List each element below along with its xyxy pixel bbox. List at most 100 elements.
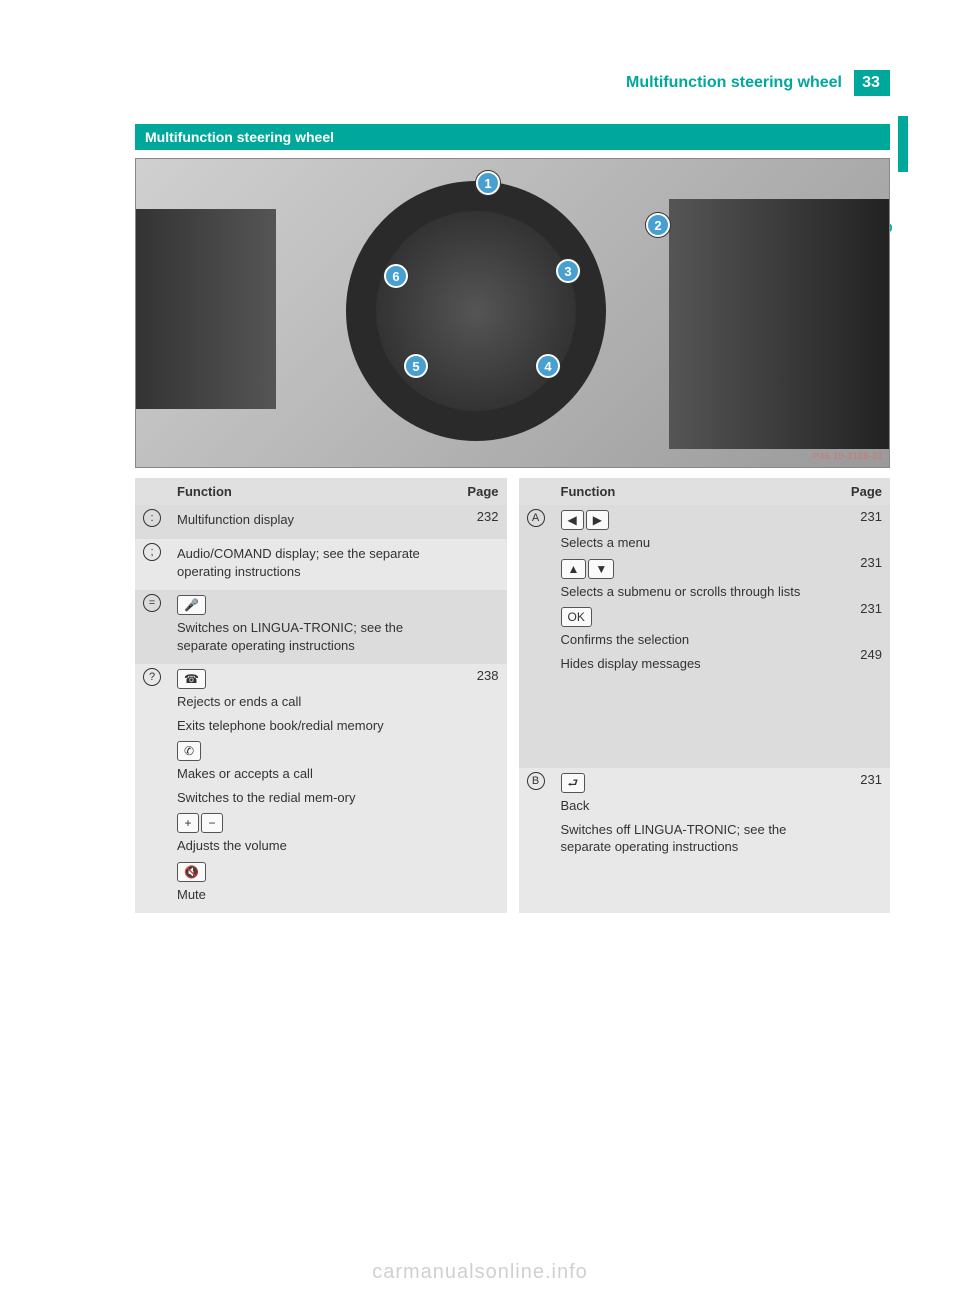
table-row: ? ☎ Rejects or ends a call Exits telephone …	[135, 664, 507, 913]
circled-index: ;	[143, 543, 161, 561]
function-description: Rejects or ends a call	[177, 693, 444, 711]
function-description: Adjusts the volume	[177, 837, 444, 855]
row-index: =	[135, 590, 169, 664]
function-description: Switches to the redial mem-ory	[177, 789, 444, 807]
function-description: Selects a menu	[561, 534, 828, 552]
table-row: : Multifunction display 232	[135, 505, 507, 539]
page-container: Multifunction steering wheel 33 At a gla…	[0, 0, 960, 1302]
button-key-icon: ▶	[586, 510, 609, 530]
page-ref	[460, 858, 499, 898]
function-item: OK Confirms the selection	[561, 606, 828, 649]
page-ref	[460, 714, 499, 734]
dashboard-right-panel	[669, 199, 889, 449]
table-row: A ◀▶ Selects a menu ▲▼Selects a submenu or …	[519, 505, 891, 768]
row-page: 238	[452, 664, 507, 913]
button-key-icon: ◀	[561, 510, 584, 530]
row-function: 🎤Switches on LINGUA-TRONIC; see the sepa…	[169, 590, 452, 664]
page-number: 33	[854, 70, 890, 96]
function-item: ☎ Rejects or ends a call	[177, 668, 444, 711]
page-ref	[460, 740, 499, 780]
row-index: A	[519, 505, 553, 768]
callout-3: 3	[556, 259, 580, 283]
function-item: Switches off LINGUA-TRONIC; see the sepa…	[561, 821, 828, 856]
row-index: :	[135, 505, 169, 539]
image-caption: P46.10-3188-31	[813, 451, 883, 461]
function-item: ◀▶ Selects a menu	[561, 509, 828, 552]
function-item: Audio/COMAND display; see the separate o…	[177, 545, 444, 580]
page-ref: 249	[843, 647, 882, 667]
row-page	[452, 539, 507, 590]
function-description: Mute	[177, 886, 444, 904]
row-function: ⮐ Back Switches off LINGUA-TRONIC; see the…	[553, 768, 836, 913]
section-title-bar: Multifunction steering wheel	[135, 124, 890, 150]
function-description: Multifunction display	[177, 511, 444, 529]
button-key-icon: +	[177, 813, 199, 833]
button-key-icon: −	[201, 813, 223, 833]
function-table-left: Function Page :Multifunction display232;…	[135, 478, 507, 913]
table-row: ; Audio/COMAND display; see the separate …	[135, 539, 507, 590]
function-description: Audio/COMAND display; see the separate o…	[177, 545, 444, 580]
button-key-icon: OK	[561, 607, 592, 627]
function-item: ▲▼Selects a submenu or scrolls through l…	[561, 558, 828, 601]
circled-index: A	[527, 509, 545, 527]
page-ref	[460, 543, 499, 563]
button-key-icon: ☎	[177, 669, 206, 689]
dashboard-image: 1 2 3 4 5 6 P46.10-3188-31	[135, 158, 890, 468]
function-item: 🔇 Mute	[177, 861, 444, 904]
page-header: Multifunction steering wheel 33	[135, 70, 890, 96]
callout-6: 6	[384, 264, 408, 288]
circled-index: ?	[143, 668, 161, 686]
page-ref	[460, 594, 499, 634]
table-row: B ⮐ Back Switches off LINGUA-TRONIC; see th…	[519, 768, 891, 913]
col-blank	[519, 478, 553, 505]
button-key-icon: ⮐	[561, 773, 586, 793]
function-item: Hides display messages	[561, 655, 828, 673]
function-description: Selects a submenu or scrolls through lis…	[561, 583, 828, 601]
function-description: Confirms the selection	[561, 631, 828, 649]
circled-index: =	[143, 594, 161, 612]
row-function: ◀▶ Selects a menu ▲▼Selects a submenu or s…	[553, 505, 836, 768]
function-tables: Function Page : Multifunction display 232;…	[135, 478, 890, 913]
page-ref	[843, 818, 882, 838]
page-ref	[460, 812, 499, 852]
function-item: Switches to the redial mem-ory	[177, 789, 444, 807]
page-ref: 231	[843, 509, 882, 549]
col-page: Page	[835, 478, 890, 505]
circled-index: B	[527, 772, 545, 790]
row-page: 232	[452, 505, 507, 539]
page-ref: 231	[843, 601, 882, 641]
table-row: = 🎤Switches on LINGUA-TRONIC; see the sep…	[135, 590, 507, 664]
button-key-icon: 🔇	[177, 862, 206, 882]
page-ref: 238	[460, 668, 499, 708]
row-page	[452, 590, 507, 664]
function-description: Back	[561, 797, 828, 815]
function-item: +− Adjusts the volume	[177, 812, 444, 855]
row-index: B	[519, 768, 553, 913]
row-index: ;	[135, 539, 169, 590]
dashboard-left-panel	[136, 209, 276, 409]
callout-2: 2	[646, 213, 670, 237]
circled-index: :	[143, 509, 161, 527]
side-tab-block	[898, 116, 908, 172]
row-index: ?	[135, 664, 169, 913]
button-key-icon: ✆	[177, 741, 201, 761]
col-function: Function	[553, 478, 836, 505]
callout-5: 5	[404, 354, 428, 378]
callout-4: 4	[536, 354, 560, 378]
steering-wheel-graphic	[346, 181, 606, 441]
row-function: ☎ Rejects or ends a call Exits telephone b…	[169, 664, 452, 913]
function-item: ✆Makes or accepts a call	[177, 740, 444, 783]
col-blank	[135, 478, 169, 505]
col-function: Function	[169, 478, 452, 505]
callout-1: 1	[476, 171, 500, 195]
row-function: Audio/COMAND display; see the separate o…	[169, 539, 452, 590]
function-description: Hides display messages	[561, 655, 828, 673]
function-description: Switches on LINGUA-TRONIC; see the separ…	[177, 619, 444, 654]
function-item: 🎤Switches on LINGUA-TRONIC; see the sepa…	[177, 594, 444, 654]
page-ref	[460, 786, 499, 806]
function-description: Exits telephone book/redial memory	[177, 717, 444, 735]
page-ref: 232	[460, 509, 499, 529]
row-function: Multifunction display	[169, 505, 452, 539]
header-title: Multifunction steering wheel	[626, 74, 842, 92]
page-ref: 231	[843, 772, 882, 812]
